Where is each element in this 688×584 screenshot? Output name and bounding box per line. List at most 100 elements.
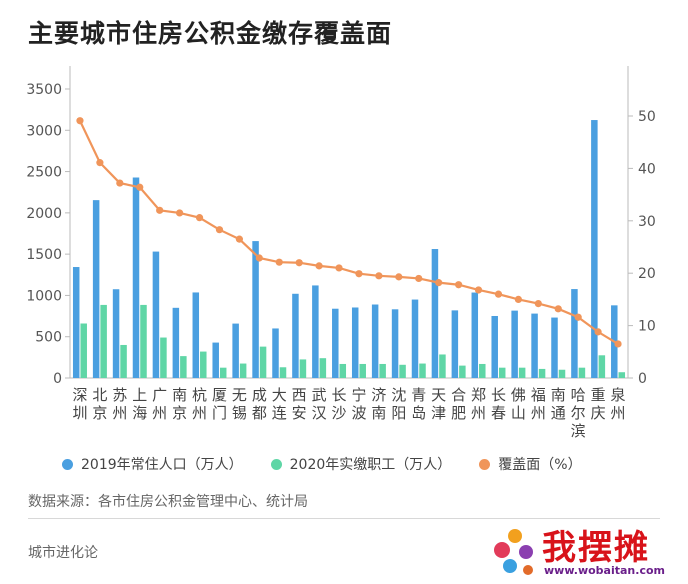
bar-workers (618, 372, 626, 378)
bar-population (72, 267, 80, 378)
coverage-point (156, 206, 164, 214)
coverage-line (76, 117, 622, 348)
x-tick-labels: 深圳北京苏州上海广州南京杭州厦门无锡成都大连西安武汉长沙宁波济南沈阳青岛天津合肥… (72, 386, 625, 440)
x-tick-label: 北京 (92, 386, 107, 422)
coverage-point (395, 273, 403, 281)
x-tick-char: 广 (152, 386, 167, 404)
bar-population (312, 285, 319, 378)
x-tick-label: 青岛 (411, 386, 426, 422)
x-tick-char: 苏 (112, 386, 127, 404)
x-tick-label: 成都 (252, 386, 267, 422)
right-tick-label: 50 (638, 109, 656, 125)
legend-swatch-workers (270, 458, 282, 470)
x-tick-label: 厦门 (212, 386, 227, 422)
bar-population (411, 299, 419, 378)
left-tick-label: 2500 (26, 165, 62, 181)
x-tick-char: 尔 (571, 404, 586, 422)
x-tick-char: 合 (451, 386, 466, 404)
coverage-point (275, 258, 283, 266)
right-tick-label: 40 (638, 161, 656, 177)
bar-population (112, 289, 120, 378)
x-tick-char: 南 (172, 386, 187, 404)
x-tick-char: 都 (252, 404, 267, 422)
x-tick-label: 南京 (172, 386, 187, 422)
x-tick-char: 京 (172, 404, 187, 422)
x-tick-char: 西 (292, 386, 307, 404)
coverage-point (415, 274, 423, 283)
x-tick-char: 南 (371, 404, 386, 422)
x-tick-label: 重庆 (591, 386, 606, 422)
bar-population (92, 200, 100, 378)
bar-workers (279, 367, 287, 378)
bar-population (531, 313, 538, 378)
coverage-point (195, 214, 204, 222)
bar-workers (498, 367, 506, 378)
x-tick-label: 南通 (551, 386, 566, 422)
x-tick-char: 沙 (332, 404, 347, 422)
coverage-point (295, 259, 303, 267)
coverage-point (494, 290, 503, 298)
bar-workers (538, 368, 546, 378)
x-tick-char: 州 (471, 404, 486, 422)
x-tick-label: 大连 (272, 386, 287, 422)
bar-population (571, 289, 578, 378)
coverage-point (96, 159, 104, 167)
bar-population (551, 317, 558, 378)
x-tick-char: 佛 (511, 386, 526, 404)
x-tick-char: 津 (431, 404, 446, 422)
bar-population (471, 292, 479, 378)
legend-label-population: 2019年常住人口（万人） (81, 457, 243, 473)
bar-population (192, 292, 200, 378)
x-tick-label: 宁波 (351, 386, 366, 422)
x-tick-char: 福 (531, 386, 546, 404)
x-tick-char: 门 (212, 404, 227, 422)
x-tick-char: 汉 (312, 404, 327, 422)
x-tick-char: 通 (551, 404, 566, 422)
x-tick-char: 大 (272, 386, 287, 404)
coverage-point (215, 226, 224, 234)
x-tick-label: 福州 (531, 386, 546, 422)
x-tick-char: 厦 (212, 386, 227, 404)
bar-workers (379, 363, 386, 378)
x-tick-char: 青 (411, 386, 426, 404)
x-tick-char: 武 (312, 386, 327, 404)
coverage-point (255, 254, 263, 262)
bar-population (391, 309, 399, 378)
coverage-point (235, 235, 243, 243)
coverage-point (614, 340, 622, 348)
left-tick-label: 0 (53, 371, 62, 387)
bar-population (591, 120, 598, 378)
legend-swatch-coverage (479, 458, 491, 470)
x-tick-char: 阳 (391, 404, 406, 422)
coverage-point (116, 179, 124, 187)
axes: 0 500 1000 1500 2000 2500 3000 3500 0 10 20 30 40 50 (26, 66, 656, 387)
x-tick-label: 哈尔滨 (571, 386, 586, 440)
x-tick-char: 州 (152, 404, 167, 422)
x-tick-char: 庆 (591, 404, 606, 422)
coverage-point (594, 328, 602, 336)
right-tick-label: 10 (638, 319, 656, 335)
bar-workers (558, 369, 566, 378)
x-tick-char: 宁 (351, 386, 366, 404)
left-tick-label: 3000 (26, 123, 62, 139)
x-tick-char: 州 (531, 404, 546, 422)
bar-population (152, 251, 160, 378)
x-tick-char: 滨 (571, 422, 586, 440)
bar-population (292, 293, 299, 378)
x-tick-char: 圳 (72, 404, 87, 422)
bar-workers (439, 354, 446, 378)
x-tick-char: 肥 (451, 404, 466, 422)
x-tick-label: 武汉 (312, 386, 327, 422)
bars (72, 120, 626, 378)
x-tick-label: 郑州 (471, 386, 486, 422)
x-tick-char: 深 (72, 386, 87, 404)
bar-population (252, 241, 259, 378)
bar-workers (259, 346, 267, 378)
x-tick-label: 沈阳 (391, 386, 406, 422)
bar-workers (219, 367, 227, 378)
watermark-url: www.wobaitan.com (544, 564, 665, 577)
chart-title: 主要城市住房公积金缴存覆盖面 (28, 19, 393, 48)
coverage-point (355, 270, 363, 278)
coverage-point (574, 313, 582, 321)
coverage-point (534, 299, 542, 308)
